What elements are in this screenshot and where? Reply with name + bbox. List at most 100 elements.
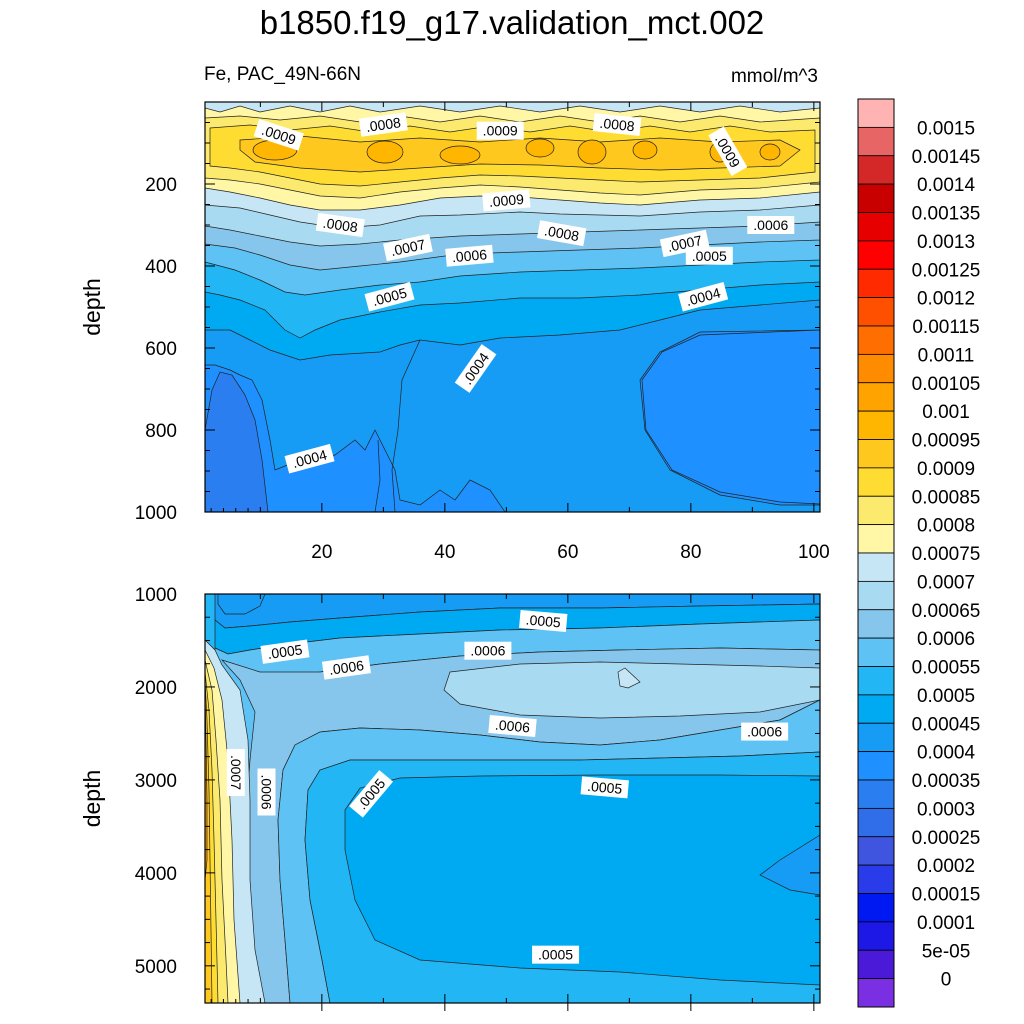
- y-tick-label: 800: [145, 421, 177, 442]
- contour-label-text: .0005: [538, 947, 573, 963]
- colorbar-swatch: [857, 353, 895, 384]
- variable-region-label: Fe, PAC_49N-66N: [204, 64, 361, 85]
- axes-group: 20 40 60 80 100 200 400 600 800 1000 depth 1000 2000…: [79, 101, 830, 1011]
- contour-label-text: .0006: [328, 657, 365, 678]
- figure-title: b1850.f19_g17.validation_mct.002: [259, 4, 765, 41]
- y-tick-label: 2000: [135, 678, 177, 699]
- contour-label-box: [476, 121, 524, 140]
- colorbar-label: 0.00015: [912, 885, 981, 906]
- fill-0.0004-right: [759, 834, 820, 896]
- fill-0.0009-wall: [205, 679, 213, 1003]
- colorbar-label: 0.0014: [917, 175, 976, 196]
- colorbar-swatch: [857, 524, 895, 554]
- colorbar-swatch: [857, 183, 895, 213]
- colorbar-swatch: [857, 297, 895, 327]
- colorbar-label: 0.0003: [917, 799, 975, 820]
- x-tick-label: 40: [434, 542, 455, 563]
- contour-label: .0008: [536, 220, 587, 247]
- colorbar-swatch: [857, 609, 895, 639]
- contour-label-box: [358, 112, 408, 137]
- colorbar-swatch: [857, 382, 895, 412]
- contour-label-text: .0008: [365, 114, 402, 135]
- colorbar-swatch: [857, 552, 895, 582]
- contour-label-text: .0008: [543, 222, 580, 244]
- colorbar-swatch: [857, 410, 895, 440]
- contour-label-box: [519, 609, 568, 632]
- colorbar-label: 5e-05: [922, 941, 971, 962]
- contour-label: .0006: [257, 768, 276, 816]
- colorbar-swatch: [857, 893, 895, 923]
- contour-label: .0005: [519, 609, 568, 632]
- contour-label: .0007: [383, 233, 433, 262]
- colorbar-label: 0.00035: [912, 771, 981, 792]
- fill-0.00065-lens: [443, 661, 820, 719]
- contour-label-box: [488, 714, 537, 738]
- colorbar-label: 0.00085: [912, 487, 981, 508]
- colorbar-label: 0.00115: [912, 317, 979, 338]
- colorbar-label: 0.0011: [918, 345, 975, 366]
- contour-label: .0006: [747, 216, 795, 234]
- y-axis-label: depth: [79, 278, 105, 336]
- colorbar-label: 0.0009: [917, 459, 975, 480]
- colorbar-label: 0.0004: [917, 743, 976, 764]
- contour-label-text: .0006: [470, 643, 505, 659]
- contour-label-box: [678, 281, 729, 312]
- colorbar-label: 0.00105: [912, 374, 981, 395]
- colorbar-swatch: [857, 864, 895, 894]
- contour-label: .0006: [445, 244, 494, 267]
- contour-label: .0005: [532, 945, 580, 964]
- colorbar-swatch: [857, 98, 895, 128]
- colorbar-label: 0.0005: [917, 686, 975, 707]
- colorbar-label: 0: [941, 970, 952, 991]
- contour-label-box: [536, 220, 587, 247]
- contour-label: .0007: [226, 748, 245, 796]
- contour-label-text: .0007: [389, 236, 427, 259]
- contour-label-box: [708, 126, 748, 177]
- y-tick-label: 200: [145, 175, 177, 196]
- colorbar-label: 0.0001: [917, 913, 975, 934]
- colorbar-swatch: [857, 240, 895, 270]
- contour-label-text: .0006: [753, 217, 788, 233]
- contour-line-extra: [374, 339, 421, 512]
- contour-label-text: .0006: [451, 246, 488, 265]
- contour-labels: .0009.0008.0009.0008.0009.0009.0008.0008…: [226, 112, 795, 964]
- colorbar-swatch: [857, 751, 895, 781]
- contour-label-box: [592, 113, 642, 136]
- contour-label-box: [482, 189, 531, 212]
- contour-label-box: [349, 770, 394, 818]
- colorbar-swatch: [857, 694, 895, 724]
- upper-panel-fills: [205, 102, 820, 512]
- colorbar-label: 0.00045: [912, 714, 981, 735]
- y-tick-label: 600: [145, 339, 177, 360]
- contour-label-text: .0009: [483, 123, 518, 139]
- colorbar-swatch: [857, 978, 895, 1008]
- units-label: mmol/m^3: [730, 66, 818, 87]
- contour-label: .0009: [482, 189, 531, 212]
- contour-label-box: [580, 776, 629, 799]
- contour-label: .0006: [488, 714, 537, 738]
- contour-label-box: [685, 246, 733, 265]
- colorbar-label: 0.00095: [912, 431, 981, 452]
- contour-label-text: .0008: [322, 215, 359, 236]
- y-tick-label: 1000: [135, 503, 177, 524]
- colorbar-label: 0.0002: [917, 856, 975, 877]
- contour-label-box: [747, 216, 795, 234]
- lower-panel-fills: [205, 594, 820, 1003]
- lower-panel-frame: [204, 593, 821, 1004]
- colorbar-label: 0.0015: [917, 118, 975, 139]
- colorbar-swatch: [857, 666, 895, 696]
- fill-0.00035-right: [641, 329, 820, 505]
- colorbar: 0.0015 0.00145 0.0014 0.00135 0.0013 0.00125 0…: [857, 98, 981, 1008]
- colorbar-label: 0.0008: [917, 516, 975, 537]
- colorbar-swatch: [857, 949, 895, 980]
- contour-label-text: .0006: [259, 774, 275, 809]
- contour-label-box: [260, 639, 310, 664]
- y-tick-label: 400: [145, 257, 177, 278]
- contour-label-box: [253, 118, 304, 151]
- contour-label: .0006: [321, 655, 371, 680]
- colorbar-swatch: [857, 155, 895, 185]
- colorbar-swatch: [857, 467, 895, 497]
- contour-label: .0005: [685, 246, 733, 265]
- colorbar-swatch: [857, 921, 895, 951]
